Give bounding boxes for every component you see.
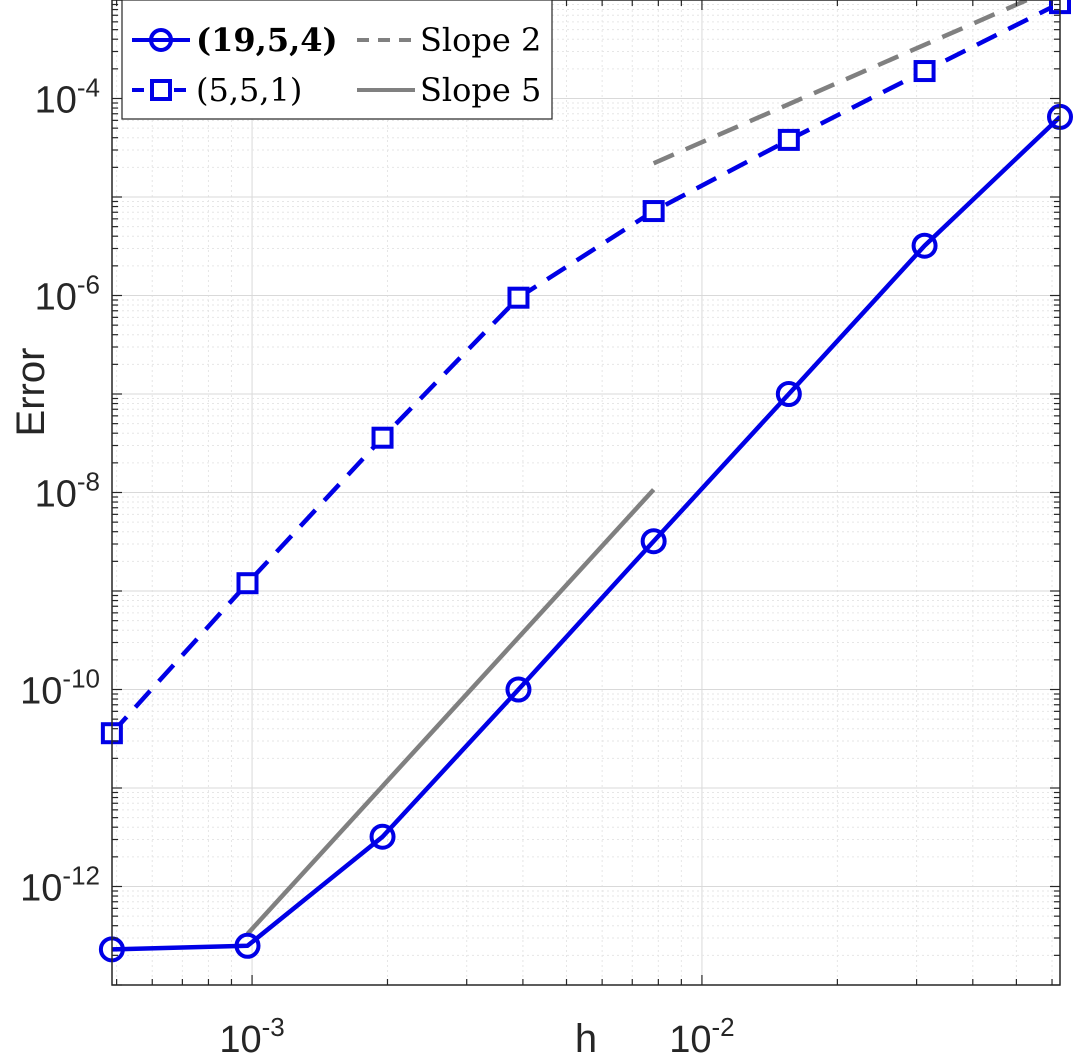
- y-tick-label: 10-6: [35, 270, 100, 319]
- data-point-circle: [234, 932, 261, 959]
- y-tick-label-base: 10: [35, 80, 77, 122]
- axes-box: [111, 0, 1061, 986]
- data-point-square: [236, 572, 259, 595]
- legend-label-5-5-1: (5,5,1): [196, 71, 302, 109]
- series-line-3: [245, 488, 656, 936]
- legend-entry-slope-5: Slope 5: [357, 71, 541, 109]
- legend-box: [121, 0, 553, 120]
- legend-label-19-5-4: (19,5,4): [196, 21, 338, 59]
- data-point-circle: [775, 381, 802, 407]
- data-point-circle: [640, 528, 667, 555]
- series-line-0: [112, 115, 1060, 952]
- legend-entry-19-5-4: (19,5,4): [132, 21, 338, 59]
- y-tick-label-exponent: -4: [77, 73, 100, 103]
- y-axis-label: Error: [9, 348, 53, 437]
- x-tick-label-base: 10: [219, 1019, 261, 1061]
- legend-circle-marker-icon: [149, 28, 173, 52]
- x-tick-label: 10-2: [669, 1012, 734, 1061]
- x-tick-label: 10-3: [219, 1012, 284, 1061]
- legend-square-marker-icon: [150, 79, 172, 101]
- data-point-circle: [505, 676, 532, 703]
- data-point-square: [371, 426, 394, 449]
- y-tick-label-exponent: -8: [77, 467, 100, 497]
- axes-frame: [111, 0, 1061, 986]
- legend-label-slope-5: Slope 5: [420, 71, 541, 109]
- series-line-1: [112, 1, 1060, 735]
- x-axis-label: h: [575, 1017, 597, 1061]
- legend-label-slope-2: Slope 2: [420, 21, 541, 59]
- y-tick-label: 10-12: [20, 861, 100, 910]
- y-tick-label: 10-8: [35, 467, 100, 516]
- grid: [112, 0, 1060, 986]
- data-point-square: [507, 286, 530, 309]
- data-point-circle: [369, 823, 396, 850]
- legend-entry-slope-2: Slope 2: [357, 21, 541, 59]
- y-tick-label-base: 10: [35, 277, 77, 319]
- y-tick-label-base: 10: [20, 868, 62, 910]
- data-point-circle: [911, 232, 938, 259]
- data-point-square: [642, 200, 665, 223]
- x-tick-label-exponent: -2: [712, 1012, 735, 1042]
- legend: (19,5,4) (5,5,1) Slope 2 Slope 5: [121, 0, 553, 120]
- y-tick-label: 10-10: [20, 664, 100, 713]
- y-tick-label-exponent: -6: [77, 270, 100, 300]
- series-layer: [112, 0, 1060, 952]
- legend-entry-5-5-1: (5,5,1): [132, 71, 302, 109]
- data-point-square: [913, 60, 936, 83]
- y-tick-label-base: 10: [20, 671, 62, 713]
- series-line-2: [652, 0, 1033, 166]
- x-tick-label-base: 10: [669, 1019, 711, 1061]
- x-tick-label-exponent: -3: [262, 1012, 285, 1042]
- y-tick-label-exponent: -12: [62, 861, 100, 891]
- data-point-square: [777, 128, 800, 151]
- y-tick-label-base: 10: [35, 474, 77, 516]
- y-tick-label: 10-4: [35, 73, 100, 122]
- y-tick-label-exponent: -10: [62, 664, 100, 694]
